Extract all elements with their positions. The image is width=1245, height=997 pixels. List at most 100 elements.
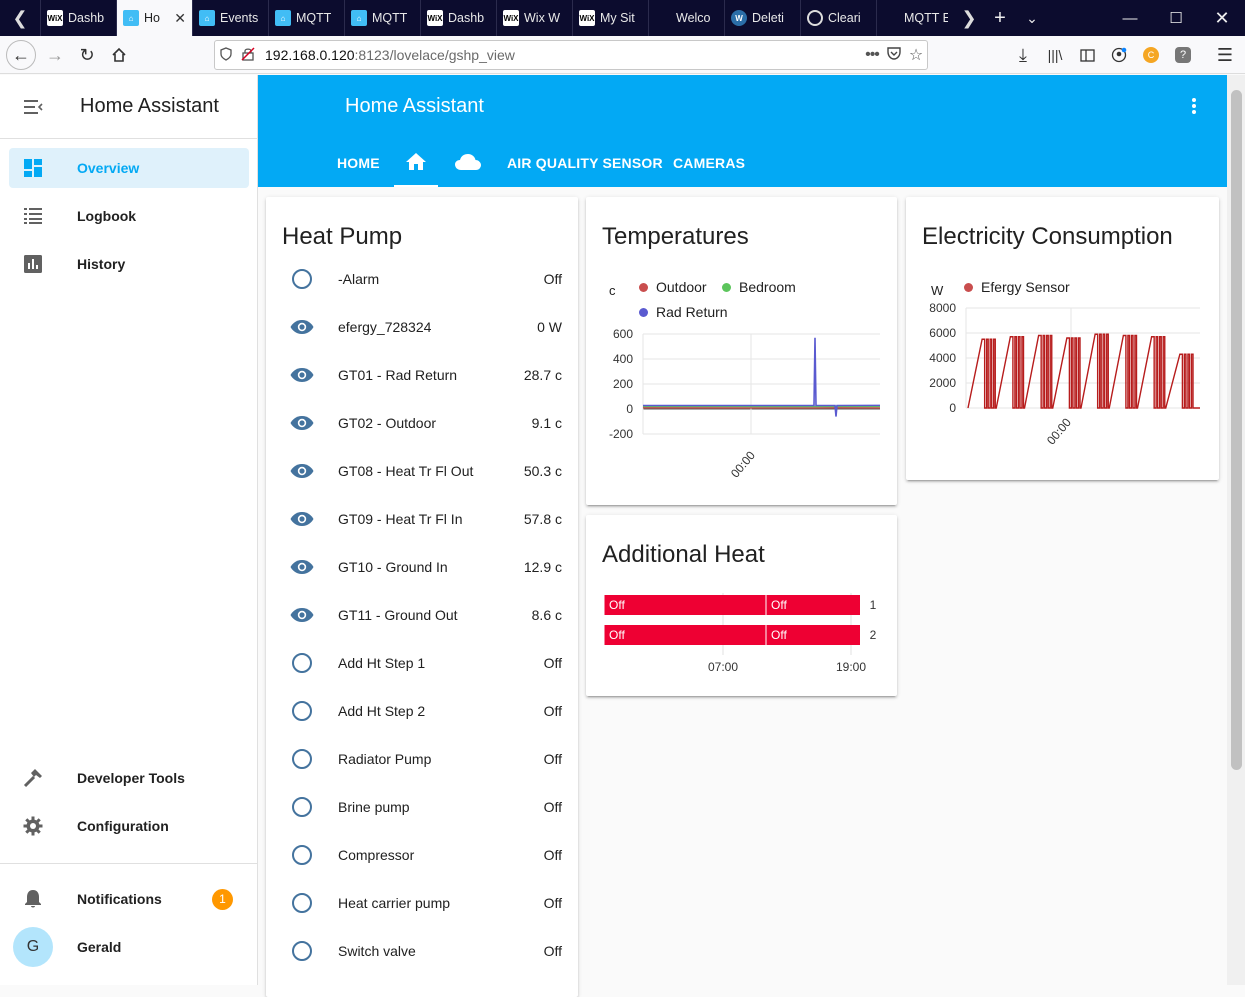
sidebar-item-developer-tools[interactable]: Developer Tools bbox=[9, 758, 249, 798]
url-text[interactable]: 192.168.0.120:8123/lovelace/gshp_view bbox=[265, 47, 515, 63]
browser-tab[interactable]: Cleari bbox=[800, 0, 876, 36]
sidebar-item-user[interactable]: G Gerald bbox=[9, 927, 249, 967]
sidebar-divider bbox=[0, 863, 258, 864]
hammer-icon bbox=[9, 768, 57, 788]
sidebar-item-notifications[interactable]: Notifications 1 bbox=[9, 879, 249, 919]
reload-icon[interactable]: ↻ bbox=[72, 40, 102, 70]
minimize-icon[interactable]: — bbox=[1107, 0, 1153, 36]
eye-icon bbox=[282, 367, 322, 383]
pocket-icon[interactable] bbox=[883, 47, 905, 63]
entity-state: Off bbox=[544, 895, 562, 911]
tab-cameras[interactable]: CAMERAS bbox=[673, 139, 745, 187]
shield-icon[interactable] bbox=[215, 47, 237, 64]
page-actions-icon[interactable]: ••• bbox=[861, 46, 883, 64]
scrollbar-thumb[interactable] bbox=[1231, 90, 1242, 770]
entity-state: 0 W bbox=[537, 319, 562, 335]
sidebar-item-history[interactable]: History bbox=[9, 244, 249, 284]
tab-home[interactable]: HOME bbox=[337, 139, 380, 187]
legend-item[interactable]: Efergy Sensor bbox=[964, 279, 1070, 295]
browser-tab[interactable]: ⌂Events bbox=[192, 0, 268, 36]
legend-item[interactable]: Rad Return bbox=[639, 304, 728, 320]
sidebar-toggle-icon[interactable] bbox=[1072, 40, 1102, 70]
downloads-icon[interactable]: ⤓ bbox=[1008, 40, 1038, 70]
insecure-lock-icon[interactable] bbox=[237, 47, 259, 64]
browser-tab[interactable]: ⌂MQTT bbox=[344, 0, 420, 36]
new-tab-icon[interactable]: + bbox=[984, 0, 1016, 36]
tab-home-icon-view[interactable] bbox=[406, 139, 426, 187]
extension-cookie-icon[interactable]: C bbox=[1136, 40, 1166, 70]
scroll-tabs-left-icon[interactable]: ❮ bbox=[0, 0, 40, 36]
home-assistant-icon: ⌂ bbox=[123, 10, 139, 26]
sidebar-item-overview[interactable]: Overview bbox=[9, 148, 249, 188]
hamburger-menu-icon[interactable]: ☰ bbox=[1210, 40, 1240, 70]
forward-icon[interactable]: → bbox=[40, 40, 70, 70]
list-tabs-icon[interactable]: ⌄ bbox=[1016, 0, 1048, 36]
tab-cloud-view[interactable] bbox=[455, 139, 481, 187]
browser-tab[interactable]: Welco bbox=[648, 0, 724, 36]
browser-tab[interactable]: MQTT Expl bbox=[876, 0, 954, 36]
home-assistant-icon: ⌂ bbox=[351, 10, 367, 26]
library-icon[interactable]: |||\ bbox=[1040, 40, 1070, 70]
eye-icon bbox=[282, 511, 322, 527]
legend-label: Outdoor bbox=[656, 279, 707, 295]
home-page-icon[interactable] bbox=[104, 40, 134, 70]
browser-tab[interactable]: ⌂Ho✕ bbox=[116, 0, 192, 36]
url-bar[interactable]: 192.168.0.120:8123/lovelace/gshp_view ••… bbox=[214, 40, 928, 70]
timeline-bar-segment[interactable] bbox=[604, 595, 766, 615]
close-tab-icon[interactable]: ✕ bbox=[174, 10, 186, 27]
legend-item[interactable]: Bedroom bbox=[722, 279, 796, 295]
browser-tab-label: Deleti bbox=[752, 11, 784, 25]
timeline-bar-segment[interactable] bbox=[604, 625, 766, 645]
entity-state: 12.9 c bbox=[524, 559, 562, 575]
legend-item[interactable]: Outdoor bbox=[639, 279, 707, 295]
maximize-icon[interactable]: ☐ bbox=[1153, 0, 1199, 36]
entity-name: GT02 - Outdoor bbox=[338, 415, 532, 431]
segment-state-label: Off bbox=[771, 628, 787, 642]
back-icon[interactable]: ← bbox=[6, 40, 36, 70]
entity-name: Add Ht Step 1 bbox=[338, 655, 544, 671]
entity-name: GT08 - Heat Tr Fl Out bbox=[338, 463, 524, 479]
entity-name: GT01 - Rad Return bbox=[338, 367, 524, 383]
bookmark-star-icon[interactable]: ☆ bbox=[905, 45, 927, 65]
entity-state: Off bbox=[544, 847, 562, 863]
browser-tab-label: Cleari bbox=[828, 11, 861, 25]
close-window-icon[interactable]: ✕ bbox=[1199, 0, 1245, 36]
sidebar-item-configuration[interactable]: Configuration bbox=[9, 806, 249, 846]
account-icon[interactable] bbox=[1104, 40, 1134, 70]
y-tick-label: 400 bbox=[613, 352, 633, 366]
legend-color-dot bbox=[639, 308, 648, 317]
tab-air-quality-sensor[interactable]: AIR QUALITY SENSOR bbox=[507, 139, 663, 187]
menu-collapse-icon[interactable] bbox=[0, 99, 66, 115]
browser-tab-label: Dashb bbox=[448, 11, 484, 25]
more-vert-icon[interactable] bbox=[1191, 97, 1197, 120]
browser-tab[interactable]: ⌂MQTT bbox=[268, 0, 344, 36]
sidebar-item-logbook[interactable]: Logbook bbox=[9, 196, 249, 236]
extension-help-icon[interactable]: ? bbox=[1168, 40, 1198, 70]
entity-name: Switch valve bbox=[338, 943, 544, 959]
scroll-tabs-right-icon[interactable]: ❯ bbox=[954, 0, 984, 36]
